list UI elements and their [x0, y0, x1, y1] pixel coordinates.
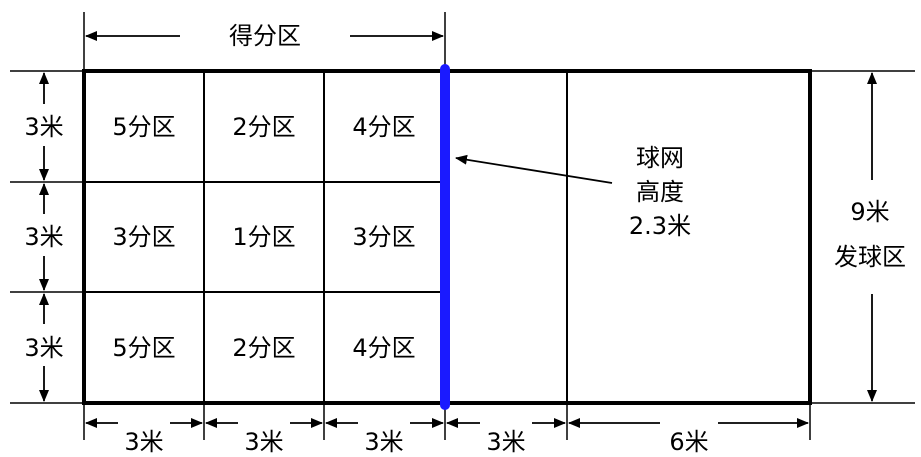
bottom-dimension-3: 3米 — [325, 418, 444, 456]
bottom-dimension-1: 3米 — [85, 418, 203, 456]
bottom-label-5: 6米 — [669, 428, 708, 456]
row-dimension-2: 3米 — [24, 183, 64, 291]
zone-label-r3c1: 5分区 — [112, 334, 175, 362]
bottom-label-3: 3米 — [364, 428, 403, 456]
bottom-label-1: 3米 — [124, 428, 163, 456]
top-label: 得分区 — [229, 22, 301, 50]
right-label-service-zone: 发球区 — [834, 243, 906, 271]
bottom-dimension-5: 6米 — [568, 418, 809, 456]
bottom-dimension-4: 3米 — [446, 418, 566, 456]
right-label-width: 9米 — [850, 198, 889, 226]
net-label-line-2: 高度 — [636, 178, 684, 206]
net-label-line-1: 球网 — [636, 144, 684, 172]
row-label-3: 3米 — [24, 334, 63, 362]
zone-label-r3c2: 2分区 — [232, 334, 295, 362]
zone-label-r3c3: 4分区 — [352, 334, 415, 362]
zone-label-r1c3: 4分区 — [352, 113, 415, 141]
bottom-dimension-2: 3米 — [205, 418, 323, 456]
zone-label-r2c1: 3分区 — [112, 223, 175, 251]
zone-label-r2c2: 1分区 — [232, 223, 295, 251]
zone-label-r2c3: 3分区 — [352, 223, 415, 251]
zone-label-r1c1: 5分区 — [112, 113, 175, 141]
zone-label-r1c2: 2分区 — [232, 113, 295, 141]
row-dimension-3: 3米 — [24, 293, 64, 402]
row-dimension-1: 3米 — [24, 72, 64, 181]
net-pointer-arrow — [455, 154, 613, 184]
bottom-label-4: 3米 — [486, 428, 525, 456]
row-label-1: 3米 — [24, 113, 63, 141]
bottom-label-2: 3米 — [244, 428, 283, 456]
row-label-2: 3米 — [24, 223, 63, 251]
net-label-line-3: 2.3米 — [629, 212, 691, 240]
